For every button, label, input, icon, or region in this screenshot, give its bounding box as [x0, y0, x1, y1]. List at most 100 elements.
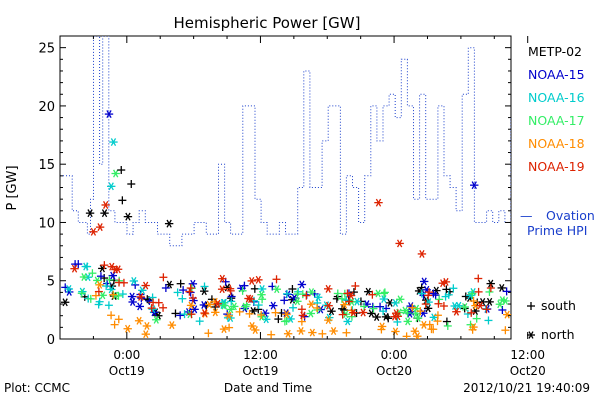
data-point-noaa-17 [485, 287, 494, 296]
data-point-noaa-16 [227, 297, 236, 306]
data-point-noaa-19 [95, 223, 105, 232]
data-point-noaa-17 [152, 315, 161, 324]
data-point-noaa-16 [129, 277, 139, 285]
data-point-noaa-17 [495, 300, 505, 309]
data-point-noaa-19 [368, 290, 377, 299]
data-point-noaa-19 [438, 279, 447, 288]
data-point-metp-02 [127, 180, 136, 189]
legend-symbol-label: south [541, 298, 576, 313]
data-point-noaa-19 [147, 304, 156, 313]
data-point-noaa-17 [306, 309, 316, 318]
data-point-noaa-18 [204, 329, 213, 338]
ovation-hpi-line [60, 36, 511, 247]
data-point-noaa-19 [452, 307, 461, 316]
data-point-noaa-15 [179, 286, 188, 295]
data-point-noaa-19 [247, 276, 256, 285]
data-point-noaa-18 [297, 317, 306, 326]
data-point-noaa-18 [267, 330, 276, 339]
legend-noaa-18: NOAA-18 [528, 136, 585, 151]
data-point-noaa-15 [470, 181, 479, 190]
data-point-metp-02 [372, 313, 381, 321]
data-point-metp-02 [117, 166, 126, 175]
data-point-noaa-19 [486, 284, 495, 293]
data-point-noaa-16 [417, 289, 426, 298]
data-point-noaa-18 [324, 316, 333, 325]
y-tick-label: 0 [47, 333, 55, 348]
y-tick-label: 20 [38, 100, 55, 115]
data-point-noaa-16 [195, 317, 204, 326]
data-point-metp-02 [497, 283, 506, 292]
data-point-noaa-19 [246, 295, 255, 304]
data-point-noaa-15 [297, 280, 307, 289]
data-point-noaa-18 [186, 301, 196, 310]
data-point-noaa-16 [393, 317, 402, 326]
data-point-noaa-19 [467, 308, 476, 317]
x-tick-date-label: Oct19 [109, 364, 145, 378]
data-point-noaa-17 [293, 297, 302, 306]
data-point-noaa-17 [238, 286, 247, 295]
data-point-noaa-16 [444, 290, 453, 299]
data-point-noaa-19 [417, 249, 427, 258]
legend-noaa-19: NOAA-19 [528, 159, 585, 174]
x-tick-date-label: Oct19 [242, 364, 278, 378]
data-point-metp-02 [442, 317, 451, 326]
legend-ovation-label-2: Prime HPI [527, 223, 587, 238]
data-point-noaa-19 [186, 284, 195, 293]
data-point-metp-02 [274, 315, 283, 324]
legend-symbol-south [527, 302, 535, 310]
data-point-noaa-16 [200, 282, 209, 291]
data-point-noaa-17 [258, 295, 267, 304]
chart-title: Hemispheric Power [GW] [174, 14, 361, 32]
data-point-noaa-19 [159, 273, 168, 282]
data-point-metp-02 [423, 304, 433, 313]
data-point-noaa-17 [472, 314, 481, 323]
data-point-noaa-18 [235, 307, 244, 316]
data-point-noaa-18 [95, 280, 104, 289]
data-point-noaa-19 [474, 274, 483, 283]
data-point-noaa-19 [434, 299, 443, 308]
data-point-noaa-18 [502, 310, 511, 319]
data-point-noaa-16 [107, 182, 116, 191]
data-point-noaa-18 [107, 311, 116, 320]
data-point-noaa-17 [403, 317, 412, 326]
data-point-noaa-15 [498, 305, 507, 314]
data-point-metp-02 [171, 309, 180, 318]
data-point-noaa-16 [463, 309, 472, 318]
data-point-noaa-19 [374, 198, 383, 207]
data-point-noaa-18 [282, 310, 291, 319]
data-point-noaa-16 [104, 301, 113, 310]
data-point-noaa-19 [343, 289, 352, 298]
data-point-noaa-16 [178, 294, 187, 303]
y-tick-label: 25 [38, 42, 55, 57]
data-point-noaa-17 [333, 289, 342, 298]
data-point-noaa-19 [213, 299, 222, 308]
data-point-noaa-15 [188, 279, 198, 288]
x-tick-time-label: 0:00 [381, 348, 408, 362]
data-point-noaa-15 [429, 289, 438, 298]
data-point-noaa-19 [254, 275, 263, 284]
data-point-noaa-18 [410, 327, 420, 336]
x-tick-time-label: 0:00 [113, 348, 140, 362]
data-point-noaa-17 [86, 294, 95, 303]
data-point-noaa-19 [349, 308, 358, 317]
data-point-noaa-18 [433, 317, 442, 326]
data-point-metp-02 [200, 287, 209, 296]
data-point-noaa-15 [108, 271, 117, 280]
data-point-noaa-16 [449, 284, 458, 293]
data-point-noaa-18 [391, 327, 400, 336]
data-point-noaa-16 [173, 288, 182, 297]
legend-symbol-north [527, 331, 535, 339]
data-point-metp-02 [485, 297, 494, 306]
data-point-noaa-15 [190, 305, 199, 314]
data-point-noaa-18 [468, 325, 477, 334]
data-point-noaa-19 [188, 294, 197, 303]
data-point-noaa-18 [429, 325, 438, 334]
data-point-metp-02 [461, 292, 470, 301]
data-point-noaa-19 [324, 301, 333, 310]
data-point-noaa-17 [369, 304, 378, 313]
x-tick-date-label: Oct20 [376, 364, 412, 378]
data-point-noaa-15 [161, 283, 170, 292]
data-point-noaa-18 [402, 332, 411, 339]
data-point-noaa-17 [435, 295, 444, 304]
